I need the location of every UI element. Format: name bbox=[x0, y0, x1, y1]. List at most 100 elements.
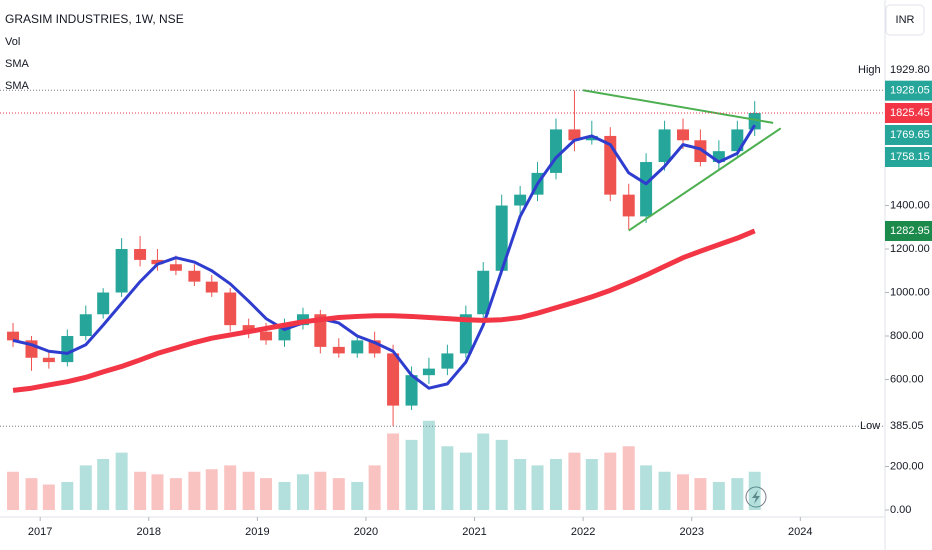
alert-icon[interactable] bbox=[745, 486, 767, 508]
candle-body bbox=[169, 264, 182, 271]
volume-bar bbox=[115, 452, 128, 510]
indicator-label: SMA bbox=[5, 80, 30, 92]
volume-bar bbox=[296, 474, 309, 510]
volume-bar bbox=[79, 465, 92, 510]
candle-body bbox=[115, 249, 128, 293]
volume-bar bbox=[351, 481, 364, 510]
candle-body bbox=[712, 151, 725, 163]
volume-bar bbox=[712, 481, 725, 510]
price-label: 1758.15 bbox=[890, 151, 930, 163]
y-tick-label: 1200.00 bbox=[890, 243, 930, 255]
candle-body bbox=[351, 340, 364, 354]
volume-bar bbox=[531, 465, 544, 510]
volume-bar bbox=[314, 471, 327, 510]
candle-body bbox=[25, 340, 38, 358]
volume-bar bbox=[151, 474, 164, 510]
candle-body bbox=[314, 314, 327, 347]
candle-body bbox=[731, 129, 744, 152]
price-label: 1928.05 bbox=[890, 85, 930, 97]
candle-body bbox=[205, 281, 218, 293]
volume-bar bbox=[242, 471, 255, 510]
volume-bar bbox=[477, 433, 490, 510]
trendline bbox=[582, 89, 774, 124]
candle-body bbox=[585, 135, 598, 141]
y-tick-label: 1400.00 bbox=[890, 199, 930, 211]
volume-bar bbox=[205, 469, 218, 510]
volume-bar bbox=[677, 474, 690, 510]
candle-body bbox=[387, 353, 400, 406]
plot bbox=[7, 89, 782, 510]
volume-bar bbox=[622, 446, 635, 510]
volume-bar bbox=[459, 452, 472, 510]
price-label: 1769.65 bbox=[890, 129, 930, 141]
low-value: 385.05 bbox=[890, 420, 924, 432]
candle-body bbox=[278, 325, 291, 341]
price-label: 1825.45 bbox=[890, 107, 930, 119]
trendline bbox=[628, 127, 782, 232]
chart-title: GRASIM INDUSTRIES, 1W, NSE bbox=[5, 12, 184, 26]
indicator-label: SMA bbox=[5, 58, 30, 70]
y-tick-label: 1000.00 bbox=[890, 286, 930, 298]
x-tick-label: 2021 bbox=[462, 526, 486, 538]
candle-body bbox=[42, 357, 55, 363]
sma-line bbox=[12, 228, 756, 393]
volume-bar bbox=[405, 439, 418, 510]
candle-body bbox=[405, 375, 418, 406]
currency[interactable]: INR bbox=[896, 14, 915, 26]
candle-body bbox=[97, 292, 110, 315]
volume-bar bbox=[604, 452, 617, 510]
x-tick-label: 2018 bbox=[137, 526, 161, 538]
alert-bolt[interactable] bbox=[752, 490, 760, 504]
volume-bar bbox=[568, 452, 581, 510]
price-label-box bbox=[885, 124, 932, 145]
price-label-box bbox=[885, 80, 932, 101]
volume-bar bbox=[260, 478, 273, 510]
x-tick-label: 2024 bbox=[788, 526, 812, 538]
candle-body bbox=[422, 368, 435, 376]
candle-body bbox=[495, 205, 508, 271]
volume-bar bbox=[387, 433, 400, 510]
volume-bar bbox=[422, 420, 435, 510]
candle-body bbox=[568, 129, 581, 141]
candle-body bbox=[694, 140, 707, 163]
currency-button[interactable] bbox=[885, 4, 925, 36]
volume-bar bbox=[441, 446, 454, 510]
candle-body bbox=[7, 331, 20, 341]
y-tick-label: 600.00 bbox=[890, 373, 924, 385]
candle-body bbox=[61, 336, 74, 363]
x-tick-label: 2019 bbox=[245, 526, 269, 538]
candle-body bbox=[640, 162, 653, 217]
price-label-box bbox=[885, 146, 932, 167]
volume-bar bbox=[731, 478, 744, 510]
candle-body bbox=[477, 270, 490, 315]
candle-body bbox=[549, 129, 562, 173]
volume-bar bbox=[640, 465, 653, 510]
y-tick-label: 800.00 bbox=[890, 330, 924, 342]
candle-body bbox=[188, 270, 201, 282]
volume-bar bbox=[748, 471, 761, 510]
y-tick-label: 0.00 bbox=[890, 504, 911, 516]
volume-bar bbox=[368, 465, 381, 510]
volume-bar bbox=[514, 459, 527, 510]
candle-body bbox=[332, 346, 345, 354]
candle-body bbox=[134, 249, 147, 260]
volume-bar bbox=[585, 459, 598, 510]
price-label-box bbox=[885, 102, 932, 123]
volume-bar bbox=[549, 459, 562, 510]
volume-bar bbox=[278, 481, 291, 510]
candle-body bbox=[368, 340, 381, 354]
x-tick-label: 2020 bbox=[354, 526, 378, 538]
candle-body bbox=[151, 259, 164, 265]
volume-bar bbox=[61, 481, 74, 510]
volume-bar bbox=[224, 465, 237, 510]
price-label: 1282.95 bbox=[890, 225, 930, 237]
sma-line bbox=[12, 124, 756, 390]
price-label-box bbox=[885, 220, 932, 241]
volume-bar bbox=[658, 471, 671, 510]
low-label: Low bbox=[860, 420, 880, 432]
candle-body bbox=[224, 292, 237, 326]
x-tick-label: 2023 bbox=[679, 526, 703, 538]
candle-body bbox=[441, 353, 454, 369]
x-tick-label: 2022 bbox=[571, 526, 595, 538]
